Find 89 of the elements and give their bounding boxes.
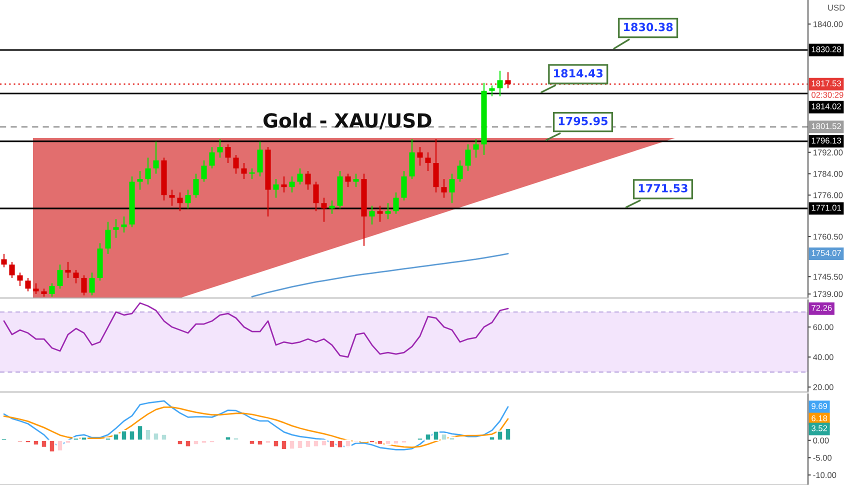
candlestick xyxy=(73,269,79,284)
candlestick xyxy=(1,253,7,268)
candlestick xyxy=(193,173,199,198)
candlestick xyxy=(257,141,263,177)
candlestick xyxy=(177,192,183,212)
candlestick xyxy=(385,202,391,220)
candlestick xyxy=(305,170,311,190)
candlestick xyxy=(449,173,455,204)
y-tick-label: -10.00 xyxy=(813,472,836,478)
line-series xyxy=(251,252,509,298)
annotation: 1795.95 xyxy=(558,116,608,126)
candlestick xyxy=(89,272,95,296)
candlestick xyxy=(113,218,119,238)
y-tick-label: -5.00 xyxy=(813,454,832,461)
y-tick-label: 0.00 xyxy=(813,438,829,444)
candlestick xyxy=(289,176,295,193)
candlestick xyxy=(401,170,407,202)
candlestick xyxy=(33,282,39,295)
candlestick xyxy=(441,178,447,198)
annotation: 1754.07 xyxy=(812,250,841,256)
y-tick-label: 20.00 xyxy=(813,384,834,390)
annotation: 1771.53 xyxy=(638,184,688,192)
line-series xyxy=(3,406,509,448)
candlestick xyxy=(81,274,87,296)
candlestick xyxy=(417,146,423,166)
candlestick xyxy=(9,261,15,279)
candlestick xyxy=(65,261,71,279)
candlestick xyxy=(281,176,287,193)
y-tick-label: 1792.00 xyxy=(813,150,843,156)
candlestick xyxy=(329,200,335,214)
y-tick-label: 1784.00 xyxy=(813,170,843,177)
candlestick xyxy=(17,272,23,287)
annotation: 72.26 xyxy=(812,304,832,311)
y-tick-label: 1840.00 xyxy=(813,21,843,28)
candlestick xyxy=(105,221,111,254)
candlestick xyxy=(313,181,319,212)
y-tick-label: 1776.00 xyxy=(813,192,843,198)
annotation: 9.69 xyxy=(812,403,828,410)
text: 02:30:29 xyxy=(812,92,844,98)
candlestick xyxy=(209,146,215,169)
candlestick xyxy=(489,84,495,97)
ref-line-label: 1830.28 xyxy=(812,46,841,52)
ref-line-label: 1817.53 xyxy=(812,80,841,86)
y-tick-label: 1739.00 xyxy=(813,291,843,298)
candlestick xyxy=(201,160,207,182)
candlestick xyxy=(145,157,151,185)
annotation: 3.52 xyxy=(812,425,828,432)
ref-line-label: 1814.02 xyxy=(812,103,841,110)
candlestick xyxy=(297,168,303,185)
annotation: 6.18 xyxy=(812,415,828,422)
y-tick-label: 60.00 xyxy=(813,324,834,330)
candlestick xyxy=(137,170,143,190)
candlestick xyxy=(217,138,223,158)
candlestick xyxy=(369,205,375,226)
candlestick xyxy=(153,141,159,174)
bar xyxy=(0,438,8,442)
candlestick xyxy=(353,173,359,188)
candlestick xyxy=(169,189,175,206)
ref-line-label: 1796.13 xyxy=(812,138,841,144)
candlestick xyxy=(25,277,31,292)
candlestick xyxy=(473,138,479,158)
line-series xyxy=(3,302,509,358)
candlestick xyxy=(457,160,463,182)
y-tick-label: 40.00 xyxy=(813,354,834,360)
candlestick xyxy=(345,173,351,188)
candlestick xyxy=(425,152,431,172)
candlestick xyxy=(497,70,503,97)
candlestick xyxy=(49,282,55,298)
annotation: 1814.43 xyxy=(554,69,603,78)
annotation: 1830.38 xyxy=(624,22,673,32)
candlestick xyxy=(233,154,239,174)
candlestick xyxy=(321,197,327,222)
candlestick xyxy=(57,264,63,290)
candlestick xyxy=(185,189,191,210)
text: Gold - XAU/USD xyxy=(264,112,432,130)
candlestick xyxy=(241,162,247,180)
ref-line-label: 1771.01 xyxy=(812,204,841,211)
candlestick xyxy=(121,216,127,234)
line-series xyxy=(3,400,509,450)
candlestick xyxy=(377,205,383,222)
ref-line-label: 1801.52 xyxy=(812,123,841,130)
y-tick-label: 1745.50 xyxy=(813,274,843,280)
candlestick xyxy=(465,144,471,172)
y-tick-label: 1760.50 xyxy=(813,234,843,240)
candlestick xyxy=(393,192,399,214)
y-axis-title: USD xyxy=(828,4,845,11)
candlestick xyxy=(225,144,231,164)
candlestick xyxy=(505,72,511,89)
candlestick xyxy=(273,178,279,198)
